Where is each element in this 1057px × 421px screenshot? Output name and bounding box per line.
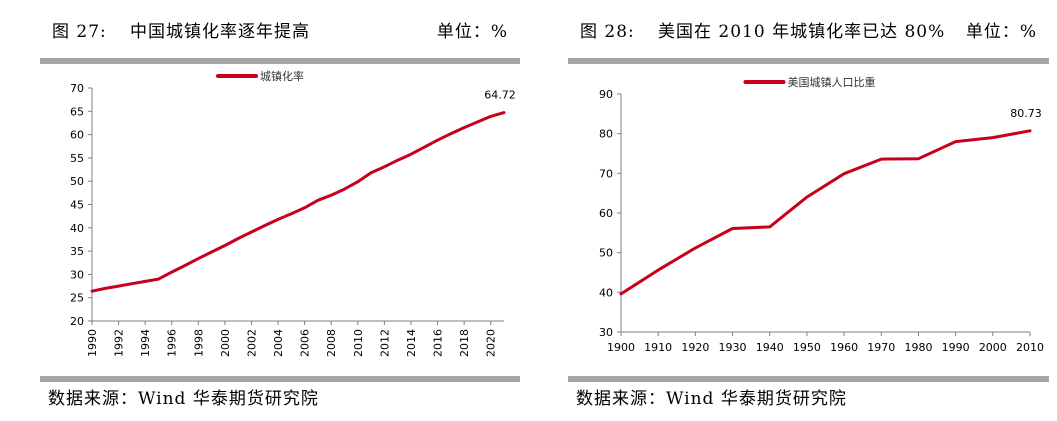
y-tick-label: 50 [70,175,84,188]
y-tick-label: 40 [599,286,613,299]
x-tick-label: 1910 [644,341,672,354]
series-line [619,129,1032,296]
x-tick-label: 2006 [299,329,312,357]
x-tick-label: 1992 [113,329,126,357]
x-tick-label: 2000 [219,329,232,357]
x-tick-label: 1994 [139,329,152,357]
x-tick-label: 2018 [458,329,471,357]
y-tick-label: 30 [599,326,613,339]
top-divider [568,58,1049,64]
y-tick-label: 80 [599,128,613,141]
us-urbanization-chart: 30 40 50 60 70 80 90 1900 1910 1920 1930 1940 1950 19… [599,75,1044,354]
x-tick-label: 2016 [432,329,445,357]
x-tick-label: 1996 [166,329,179,357]
y-tick-label: 35 [70,245,84,258]
top-divider [40,58,520,64]
figure-unit: 单位：% [436,22,508,42]
figure-number: 图 27: [52,22,107,42]
figure-number: 图 28: [580,22,635,42]
y-tick-label: 90 [599,88,613,101]
x-tick-label: 1950 [793,341,821,354]
x-tick-label: 1960 [830,341,858,354]
legend-label: 美国城镇人口比重 [788,75,876,89]
figure-28-panel: 图 28: 美国在 2010 年城镇化率已达 80% 单位：% 30 40 50 60… [528,0,1057,421]
figure-27-panel: 图 27: 中国城镇化率逐年提高 单位：% 20 25 30 35 40 45 50 55 60… [0,0,528,421]
x-tick-label: 1940 [756,341,784,354]
figure-header: 图 27: 中国城镇化率逐年提高 单位：% [44,14,508,44]
x-tick-label: 1980 [904,341,932,354]
figure-title: 美国在 2010 年城镇化率已达 80% [658,22,946,42]
y-tick-label: 20 [70,315,84,328]
x-tick-label: 2010 [352,329,365,357]
x-tick-label: 1970 [867,341,895,354]
y-tick-label: 25 [70,292,84,305]
x-tick-label: 2010 [1016,341,1044,354]
bottom-divider [568,376,1049,382]
data-label: 64.72 [484,89,516,102]
x-tick-label: 2012 [378,329,391,357]
x-tick-label: 1900 [607,341,635,354]
data-source: 数据来源：Wind 华泰期货研究院 [576,389,847,409]
x-tick-label: 2008 [325,329,338,357]
y-tick-label: 40 [70,222,84,235]
figure-title: 中国城镇化率逐年提高 [130,22,310,42]
x-tick-label: 2020 [485,329,498,357]
x-tick-label: 1930 [719,341,747,354]
x-tick-label: 1990 [86,329,99,357]
x-tick-label: 2014 [405,329,418,357]
china-urbanization-chart: 20 25 30 35 40 45 50 55 60 65 70 1990 1992 1994 1996 19… [70,69,516,357]
x-tick-label: 1990 [942,341,970,354]
y-tick-label: 65 [70,105,84,118]
x-tick-label: 2004 [272,329,285,357]
figure-unit: 单位：% [965,22,1037,42]
bottom-divider [40,376,520,382]
y-tick-label: 60 [599,207,613,220]
y-tick-label: 55 [70,152,84,165]
data-source: 数据来源：Wind 华泰期货研究院 [48,389,319,409]
x-tick-label: 1998 [192,329,205,357]
y-tick-label: 45 [70,199,84,212]
y-tick-label: 30 [70,268,84,281]
x-tick-label: 2002 [245,329,258,357]
y-tick-label: 60 [70,129,84,142]
x-tick-label: 1920 [681,341,709,354]
y-tick-label: 70 [599,167,613,180]
y-tick-label: 50 [599,247,613,260]
data-label: 80.73 [1010,107,1042,120]
figure-header: 图 28: 美国在 2010 年城镇化率已达 80% 单位：% [572,14,1037,44]
x-tick-label: 2000 [979,341,1007,354]
series-line [90,111,506,293]
legend-label: 城镇化率 [260,69,304,83]
y-tick-label: 70 [70,82,84,95]
